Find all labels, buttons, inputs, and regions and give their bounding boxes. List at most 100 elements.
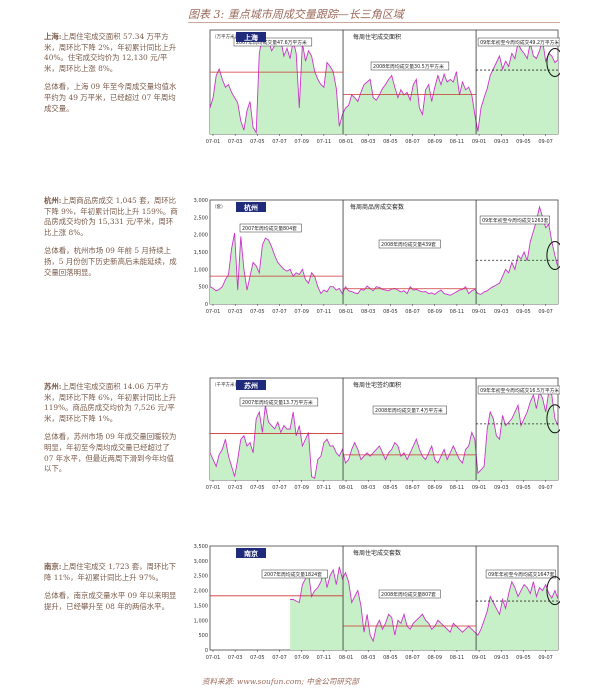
x-tick-label: 07-05 <box>250 485 265 491</box>
x-tick-label: 07-05 <box>250 139 265 145</box>
x-tick-label: 08-07 <box>405 309 420 315</box>
x-tick-label: 09-01 <box>472 655 487 661</box>
x-tick-label: 09-01 <box>472 485 487 491</box>
chart-svg: 2007年周均成交量13.7万平方米 2008年周均成交量7.4万平方米 09年年初… <box>206 377 564 491</box>
x-tick-label: 07-11 <box>317 139 332 145</box>
chart-hangzhou: 0 500 1,000 1,500 2,000 2,500 3,000 2007年周均成交量8… <box>188 198 564 320</box>
city-name: 苏州: <box>44 382 62 391</box>
average-label: 2008年周均成交量7.4万平方米 <box>375 407 443 414</box>
x-tick-label: 07-05 <box>250 309 265 315</box>
y-tick-label: 500 <box>198 633 208 639</box>
y-tick-label: 3,000 <box>194 559 208 565</box>
average-label-box <box>477 37 561 47</box>
average-label: 09年年初至今周均成交16.5万平方米 <box>480 387 559 394</box>
x-tick-label: 07-03 <box>228 655 243 661</box>
series-area <box>210 391 558 480</box>
x-tick-label: 09-05 <box>516 485 531 491</box>
city-badge <box>236 32 266 42</box>
chart-title: 每周住宅成交面积 <box>353 33 401 41</box>
average-label: 09年年初至今周均成交1263套 <box>482 217 548 224</box>
paragraph: 上周住宅成交面积 14.06 万平方米，周环比下降 6%，年初累计同比上升 11… <box>44 382 177 423</box>
average-label-box <box>378 239 441 249</box>
x-tick-label: 09-03 <box>494 485 509 491</box>
x-tick-label: 08-09 <box>427 139 442 145</box>
x-tick-label: 09-01 <box>472 309 487 315</box>
average-label: 09年年初至今周均成交49.2万平方米 <box>480 39 559 46</box>
average-label-box <box>370 61 450 71</box>
chart-title: 每周住宅签约面积 <box>353 381 401 389</box>
paragraph: 总体看，南京成交量水平 09 年以来明显提升，已经攀升至 08 年的两倍水平。 <box>44 591 177 611</box>
x-tick-label: 07-09 <box>294 655 309 661</box>
paragraph: 总体看，苏州市场 09 年成交量回暖较为明显，年初至今周均成交量已经超过了 07… <box>44 432 177 474</box>
x-tick-label: 07-11 <box>317 655 332 661</box>
x-tick-label: 08-01 <box>339 485 354 491</box>
average-label-box <box>233 37 313 47</box>
paragraph: 上周商品房成交 1,045 套，周环比下降 9%，年初累计同比上升 159%。商… <box>44 196 178 237</box>
average-label: 2008年周均成交量807套 <box>381 591 436 598</box>
city-name: 南京: <box>44 562 62 571</box>
average-label: 2007年周均成交量13.7万平方米 <box>242 399 313 406</box>
x-tick-label: 07-07 <box>272 485 287 491</box>
x-tick-label: 09-05 <box>516 139 531 145</box>
x-tick-label: 08-11 <box>450 139 465 145</box>
x-tick-label: 08-09 <box>427 655 442 661</box>
x-tick-label: 07-09 <box>294 485 309 491</box>
average-label-box <box>485 569 556 579</box>
x-tick-label: 08-01 <box>339 655 354 661</box>
city-badge <box>236 548 266 558</box>
average-label-box <box>261 569 328 579</box>
chart-svg: 0 500 1,000 1,500 2,000 2,500 3,000 2007年周均成交量8… <box>194 198 564 315</box>
y-tick-label: 2,000 <box>194 589 208 595</box>
chart-svg: 0 500 1,000 1,500 2,000 2,500 3,000 3,500 2007年周… <box>194 544 564 661</box>
series-area <box>290 566 558 650</box>
average-label: 2008年周均成交量439套 <box>381 241 436 248</box>
text-block-suzhou: 苏州:上周住宅成交面积 14.06 万平方米，周环比下降 6%，年初累计同比上升… <box>44 382 178 483</box>
text-block-nanjing: 南京:上周住宅成交 1,723 套，周环比下降 11%，年初累计同比上升 97%… <box>44 562 178 620</box>
series-line <box>209 205 559 296</box>
average-label-box <box>239 223 302 233</box>
x-tick-label: 07-07 <box>272 309 287 315</box>
city-badge-label: 上海 <box>244 33 258 42</box>
city-badge <box>236 380 266 390</box>
x-tick-label: 09-01 <box>472 139 487 145</box>
chart-title: 每周商品房成交套数 <box>350 203 404 211</box>
x-tick-label: 09-05 <box>516 309 531 315</box>
x-tick-label: 08-09 <box>427 309 442 315</box>
average-label: 09年年初至今周均成交1647套 <box>488 571 554 578</box>
x-tick-label: 09-07 <box>538 139 553 145</box>
y-tick-label: 500 <box>198 285 208 291</box>
average-label-box <box>372 405 447 415</box>
x-tick-label: 07-01 <box>206 485 221 491</box>
chart-nanjing: 0 500 1,000 1,500 2,000 2,500 3,000 3,500 2007年周… <box>188 544 564 666</box>
x-tick-label: 07-05 <box>250 655 265 661</box>
x-tick-label: 09-03 <box>494 139 509 145</box>
series-line <box>209 390 559 479</box>
average-label: 2007年周均成交量804套 <box>242 225 297 232</box>
average-label-box <box>477 385 561 395</box>
x-tick-label: 08-03 <box>361 485 376 491</box>
city-badge-label: 杭州 <box>244 203 258 212</box>
x-tick-label: 08-11 <box>450 309 465 315</box>
average-label: 2007年周均成交量47.6万平方米 <box>236 39 307 46</box>
x-tick-label: 08-11 <box>450 485 465 491</box>
y-tick-label: 1,500 <box>194 603 208 609</box>
y-tick-label: 3,000 <box>194 198 208 204</box>
series-area <box>210 206 558 304</box>
paragraph: 总体看，上海 09 年至今周成交量均值水平约为 49 万平米，已经超过 07 年… <box>44 82 177 113</box>
x-tick-label: 07-09 <box>294 139 309 145</box>
chart-suzhou: 2007年周均成交量13.7万平方米 2008年周均成交量7.4万平方米 09年年初… <box>188 376 564 496</box>
x-tick-label: 09-07 <box>538 485 553 491</box>
y-tick-label: 2,000 <box>194 233 208 239</box>
x-tick-label: 08-09 <box>427 485 442 491</box>
x-tick-label: 09-03 <box>494 655 509 661</box>
x-tick-label: 07-11 <box>317 485 332 491</box>
city-name: 杭州: <box>44 196 62 205</box>
x-tick-label: 08-11 <box>450 655 465 661</box>
text-block-shanghai: 上海:上周住宅成交面积 57.34 万平方米，周环比下降 2%，年初累计同比上升… <box>44 32 178 122</box>
x-tick-label: 08-05 <box>383 309 398 315</box>
chart-shanghai: 2007年周均成交量47.6万平方米 2008年周均成交量30.5万平方米 09年年… <box>188 28 564 150</box>
x-tick-label: 08-07 <box>405 485 420 491</box>
paragraph: 上周住宅成交面积 57.34 万平方米，周环比下降 2%，年初累计同比上升 40… <box>44 32 177 73</box>
source-note: 资料来源: www.soufun.com; 中金公司研究部 <box>202 677 359 686</box>
x-tick-label: 08-01 <box>339 309 354 315</box>
